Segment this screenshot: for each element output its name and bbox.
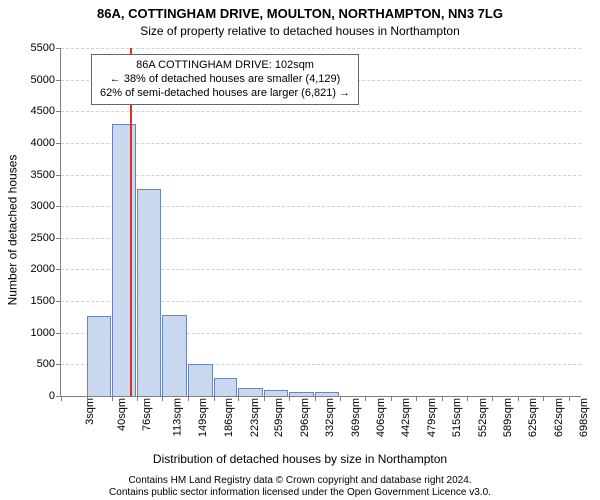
x-tick-mark — [137, 396, 138, 401]
y-tick-label: 2500 — [31, 232, 55, 244]
y-tick-mark — [56, 80, 61, 81]
x-axis-label: Distribution of detached houses by size … — [0, 452, 600, 466]
y-tick-label: 0 — [49, 390, 55, 402]
y-tick-mark — [56, 175, 61, 176]
x-tick-mark — [365, 396, 366, 401]
footer-line1: Contains HM Land Registry data © Crown c… — [0, 475, 600, 487]
x-tick-mark — [162, 396, 163, 401]
x-tick-mark — [87, 396, 88, 401]
x-tick-label: 625sqm — [527, 398, 539, 437]
x-tick-mark — [61, 396, 62, 401]
histogram-bar — [137, 189, 161, 396]
histogram-bar — [289, 392, 314, 396]
y-tick-label: 3000 — [31, 200, 55, 212]
x-tick-label: 515sqm — [451, 398, 463, 437]
x-tick-label: 186sqm — [223, 398, 235, 437]
plot-area: 0500100015002000250030003500400045005000… — [60, 48, 581, 397]
y-tick-mark — [56, 238, 61, 239]
y-axis-label: Number of detached houses — [4, 0, 20, 460]
x-tick-mark — [340, 396, 341, 401]
gridline-h — [61, 143, 581, 144]
chart-container: 86A, COTTINGHAM DRIVE, MOULTON, NORTHAMP… — [0, 0, 600, 500]
x-tick-label: 3sqm — [84, 398, 96, 425]
x-tick-mark — [518, 396, 519, 401]
x-tick-mark — [416, 396, 417, 401]
y-tick-label: 4500 — [31, 105, 55, 117]
gridline-h — [61, 111, 581, 112]
x-tick-label: 406sqm — [376, 398, 388, 437]
x-tick-label: 76sqm — [141, 398, 153, 431]
x-tick-mark — [112, 396, 113, 401]
x-tick-label: 223sqm — [249, 398, 261, 437]
histogram-bar — [112, 124, 137, 396]
histogram-bar — [162, 315, 187, 396]
histogram-bar — [315, 392, 340, 396]
y-tick-mark — [56, 364, 61, 365]
y-tick-label: 500 — [37, 358, 55, 370]
y-tick-mark — [56, 48, 61, 49]
histogram-bar — [214, 378, 238, 396]
y-tick-label: 3500 — [31, 169, 55, 181]
y-tick-mark — [56, 206, 61, 207]
annotation-line: 62% of semi-detached houses are larger (… — [100, 87, 350, 101]
x-tick-label: 589sqm — [502, 398, 514, 437]
x-tick-mark — [543, 396, 544, 401]
x-tick-mark — [188, 396, 189, 401]
y-tick-label: 5000 — [31, 74, 55, 86]
x-tick-label: 40sqm — [116, 398, 128, 431]
y-tick-label: 5500 — [31, 42, 55, 54]
x-tick-label: 259sqm — [274, 398, 286, 437]
x-tick-label: 552sqm — [477, 398, 489, 437]
x-tick-mark — [214, 396, 215, 401]
annotation-line: ← 38% of detached houses are smaller (4,… — [100, 73, 350, 87]
x-tick-label: 698sqm — [578, 398, 590, 437]
y-tick-label: 4000 — [31, 137, 55, 149]
gridline-h — [61, 48, 581, 49]
x-tick-mark — [442, 396, 443, 401]
x-tick-mark — [391, 396, 392, 401]
histogram-bar — [188, 364, 213, 396]
footer-line2: Contains public sector information licen… — [0, 487, 600, 499]
x-tick-mark — [467, 396, 468, 401]
x-tick-mark — [264, 396, 265, 401]
y-tick-label: 1500 — [31, 295, 55, 307]
chart-title-line2: Size of property relative to detached ho… — [0, 24, 600, 38]
gridline-h — [61, 175, 581, 176]
y-tick-mark — [56, 269, 61, 270]
histogram-bar — [87, 316, 111, 396]
y-tick-mark — [56, 333, 61, 334]
y-tick-mark — [56, 111, 61, 112]
x-tick-mark — [238, 396, 239, 401]
x-tick-label: 296sqm — [299, 398, 311, 437]
annotation-line: 86A COTTINGHAM DRIVE: 102sqm — [100, 59, 350, 73]
x-tick-label: 369sqm — [350, 398, 362, 437]
x-tick-label: 332sqm — [324, 398, 336, 437]
y-tick-mark — [56, 143, 61, 144]
x-tick-label: 149sqm — [197, 398, 209, 437]
annotation-box: 86A COTTINGHAM DRIVE: 102sqm← 38% of det… — [91, 54, 359, 105]
y-tick-mark — [56, 301, 61, 302]
footer-attribution: Contains HM Land Registry data © Crown c… — [0, 475, 600, 498]
x-tick-mark — [289, 396, 290, 401]
histogram-bar — [238, 388, 263, 396]
chart-title-line1: 86A, COTTINGHAM DRIVE, MOULTON, NORTHAMP… — [0, 6, 600, 21]
y-tick-label: 1000 — [31, 327, 55, 339]
x-tick-label: 479sqm — [426, 398, 438, 437]
histogram-bar — [264, 390, 288, 396]
x-tick-label: 662sqm — [553, 398, 565, 437]
y-tick-label: 2000 — [31, 263, 55, 275]
x-tick-label: 442sqm — [401, 398, 413, 437]
x-tick-mark — [315, 396, 316, 401]
x-tick-label: 113sqm — [172, 398, 184, 436]
x-tick-mark — [492, 396, 493, 401]
x-tick-mark — [569, 396, 570, 401]
